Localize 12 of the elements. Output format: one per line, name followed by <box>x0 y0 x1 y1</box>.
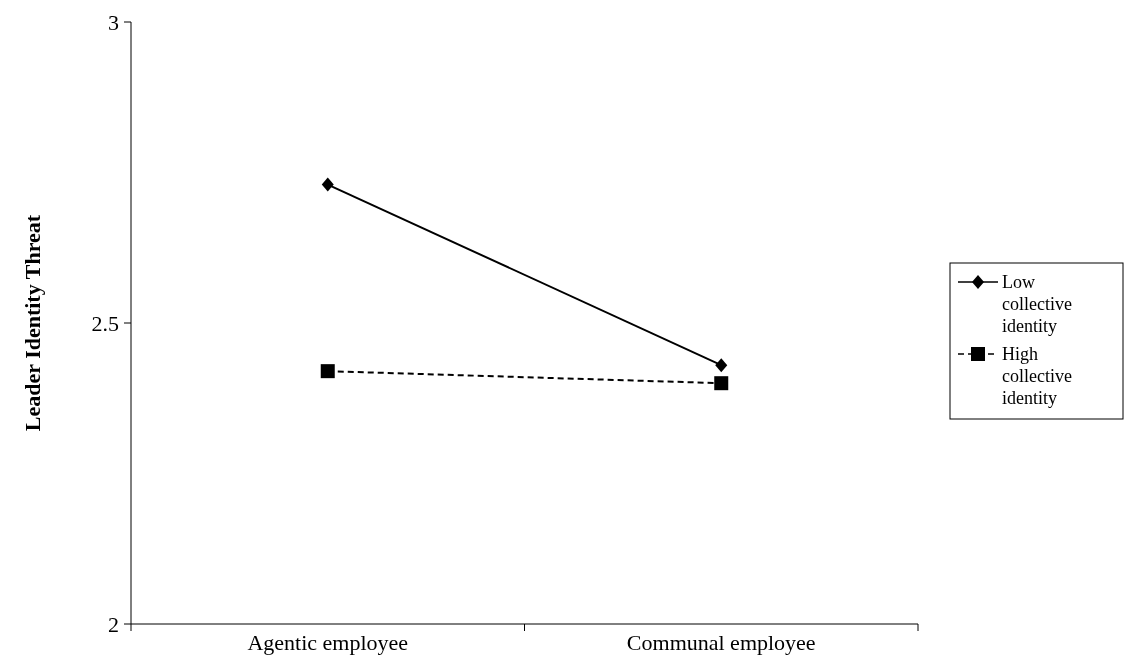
point <box>715 358 728 373</box>
legend-label: Low collective identity <box>1002 272 1072 336</box>
y-tick-label: 2 <box>108 611 119 637</box>
point <box>714 376 729 391</box>
point <box>320 364 335 379</box>
y-tick-label: 2.5 <box>91 310 119 336</box>
x-tick-label: Communal employee <box>626 630 816 655</box>
y-tick-label: 3 <box>108 9 119 35</box>
legend-label: High collective identity <box>1002 344 1072 408</box>
point <box>321 177 334 192</box>
y-axis-title: Leader Identity Threat <box>20 214 45 432</box>
x-tick-label: Agentic employee <box>247 630 409 655</box>
